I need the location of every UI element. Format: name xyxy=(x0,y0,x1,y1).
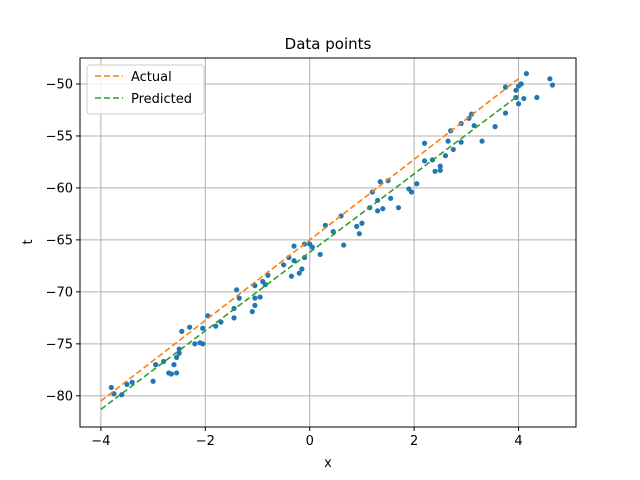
data-point xyxy=(421,158,428,164)
data-point xyxy=(534,94,540,101)
data-point xyxy=(288,273,295,279)
x-tick-label: −2 xyxy=(196,434,215,449)
data-point xyxy=(200,325,206,331)
y-tick-label: −60 xyxy=(46,181,73,196)
data-point xyxy=(414,181,420,187)
data-point xyxy=(523,70,530,77)
data-point xyxy=(179,328,185,334)
data-point xyxy=(173,370,180,376)
predicted-line xyxy=(100,94,520,410)
x-tick-label: 2 xyxy=(410,434,418,449)
data-point xyxy=(296,270,302,276)
data-point xyxy=(395,205,402,211)
legend-predicted-label: Predicted xyxy=(131,92,192,107)
x-tick-label: 0 xyxy=(306,434,314,449)
data-point xyxy=(437,163,443,169)
y-axis-label: t xyxy=(21,239,36,244)
data-point xyxy=(173,354,180,360)
series-layer xyxy=(100,70,556,410)
legend: Actual Predicted xyxy=(86,64,205,115)
data-point xyxy=(322,222,328,228)
data-point xyxy=(187,324,193,330)
x-tick-label: −4 xyxy=(91,434,110,449)
data-point xyxy=(437,167,443,173)
y-tick-label: −70 xyxy=(46,285,73,300)
data-point xyxy=(458,139,464,145)
data-point xyxy=(252,283,258,289)
data-point xyxy=(213,323,219,329)
data-point xyxy=(375,208,381,214)
plot-frame xyxy=(79,57,577,428)
data-point xyxy=(421,140,428,146)
legend-actual-label: Actual xyxy=(131,70,172,85)
data-point xyxy=(515,101,522,107)
data-point xyxy=(257,294,263,300)
y-tick-label: −75 xyxy=(46,337,73,352)
x-axis-label: x xyxy=(324,456,332,471)
data-point xyxy=(432,168,438,174)
data-point xyxy=(299,266,305,272)
data-point xyxy=(124,381,130,387)
data-point xyxy=(150,378,156,384)
data-point xyxy=(129,379,135,385)
data-point xyxy=(252,295,258,301)
y-tick-label: −50 xyxy=(46,77,73,92)
data-point xyxy=(153,362,159,368)
data-point xyxy=(442,153,449,159)
data-point xyxy=(450,146,456,153)
data-point xyxy=(518,81,524,87)
data-point xyxy=(354,223,360,229)
data-point xyxy=(356,231,362,237)
data-point xyxy=(234,287,240,293)
data-point xyxy=(466,115,472,121)
data-point xyxy=(281,262,287,268)
data-point xyxy=(291,258,297,264)
data-point xyxy=(377,179,383,185)
data-point xyxy=(168,371,174,377)
data-point xyxy=(380,206,386,212)
data-point xyxy=(200,341,206,347)
data-point xyxy=(547,76,553,82)
data-point xyxy=(291,243,297,249)
y-tick-label: −65 xyxy=(46,233,73,248)
chart-title: Data points xyxy=(285,35,372,53)
data-point xyxy=(492,124,498,130)
actual-line xyxy=(100,78,520,402)
data-point xyxy=(231,315,237,321)
data-point xyxy=(388,195,394,201)
data-point xyxy=(108,384,114,391)
data-point xyxy=(192,341,198,347)
legend-box xyxy=(86,64,205,115)
data-point xyxy=(171,362,177,368)
data-point xyxy=(317,251,323,258)
data-point xyxy=(513,87,519,93)
data-point xyxy=(521,95,527,102)
data-point xyxy=(445,138,451,144)
data-point xyxy=(176,350,182,356)
data-point xyxy=(408,189,415,195)
y-tick-label: −55 xyxy=(46,129,73,144)
data-point xyxy=(249,309,255,315)
data-point xyxy=(502,110,509,116)
data-point xyxy=(479,138,485,144)
data-point xyxy=(236,295,242,301)
ticks: −4 −2 0 2 4 −80 −75 −70 −65 −60 −55 −50 xyxy=(46,77,523,449)
data-point xyxy=(549,82,556,88)
data-point xyxy=(341,242,347,248)
data-point xyxy=(252,302,258,308)
data-point xyxy=(262,281,268,288)
data-point xyxy=(359,220,365,226)
data-point xyxy=(502,84,509,90)
y-tick-label: −80 xyxy=(46,389,73,404)
x-tick-label: 4 xyxy=(514,434,522,449)
